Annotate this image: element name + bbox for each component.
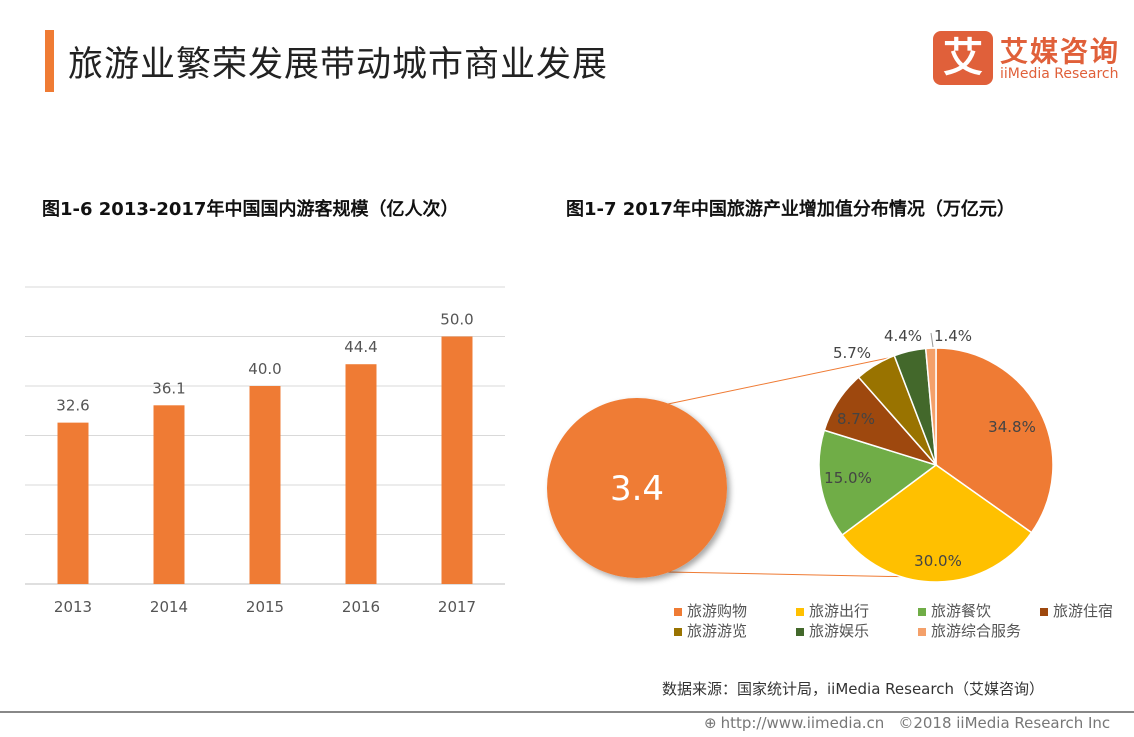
legend-swatch [918, 607, 926, 616]
pie-data-label: 5.7% [833, 344, 871, 362]
logo-mark: 艾 [933, 31, 993, 85]
legend-item: 旅游购物 [674, 600, 747, 621]
legend-swatch [796, 607, 804, 616]
total-value-circle [547, 398, 727, 578]
bar-data-label: 50.0 [440, 311, 473, 329]
source-note: 数据来源：国家统计局，iiMedia Research（艾媒咨询） [662, 680, 1044, 698]
footer-url[interactable]: http://www.iimedia.cn [720, 714, 885, 732]
bar-2017 [441, 336, 473, 584]
pie-data-label: 4.4% [884, 327, 922, 345]
total-value-label: 3.4 [610, 469, 664, 509]
logo-cn: 艾媒咨询 [1000, 35, 1121, 68]
pie-data-label: 15.0% [824, 469, 872, 487]
pie-data-label: 30.0% [914, 552, 962, 570]
legend-label: 旅游游览 [687, 622, 748, 640]
x-tick-label: 2016 [342, 598, 380, 616]
x-tick-label: 2014 [150, 598, 188, 616]
bar-2016 [345, 364, 377, 584]
x-tick-label: 2017 [438, 598, 476, 616]
pie-data-label: 1.4% [934, 327, 972, 345]
legend-swatch [918, 627, 926, 636]
footer-copyright: ©2018 iiMedia Research Inc [898, 714, 1111, 732]
legend-label: 旅游综合服务 [931, 622, 1022, 640]
legend-item: 旅游游览 [674, 620, 747, 641]
title-accent-bar [45, 30, 54, 92]
legend-item: 旅游娱乐 [796, 620, 869, 641]
legend-label: 旅游娱乐 [809, 622, 870, 640]
pie-slice-2 [841, 464, 1033, 583]
bar-data-label: 32.6 [56, 397, 89, 415]
legend-swatch [1040, 607, 1048, 616]
leader-line [930, 332, 934, 348]
legend-label: 旅游住宿 [1053, 602, 1114, 620]
pie-slice-1 [935, 347, 1054, 534]
legend-item: 旅游综合服务 [918, 620, 1021, 641]
footer: ⊕ http://www.iimedia.cn ©2018 iiMedia Rese… [704, 714, 1124, 732]
connector-line [667, 352, 913, 405]
pie-slice-7 [924, 347, 937, 466]
logo-en: iiMedia Research [1000, 66, 1119, 82]
bar-2013 [57, 422, 89, 584]
bar-2014 [153, 405, 185, 584]
connector-line [667, 571, 919, 578]
x-tick-label: 2015 [246, 598, 284, 616]
legend-label: 旅游餐饮 [931, 602, 992, 620]
footer-divider [0, 711, 1134, 713]
legend-label: 旅游出行 [809, 602, 870, 620]
legend-swatch [674, 607, 682, 616]
legend-item: 旅游餐饮 [918, 600, 991, 621]
x-tick-label: 2013 [54, 598, 92, 616]
legend-swatch [674, 627, 682, 636]
globe-icon: ⊕ [704, 714, 717, 732]
legend-item: 旅游出行 [796, 600, 869, 621]
bar-chart-title: 图1-6 2013-2017年中国国内游客规模（亿人次） [42, 199, 459, 220]
pie-data-label: 34.8% [988, 418, 1036, 436]
bar-2015 [249, 386, 281, 584]
legend-item: 旅游住宿 [1040, 600, 1113, 621]
pie-data-label: 8.7% [837, 410, 875, 428]
legend-swatch [796, 627, 804, 636]
bar-data-label: 40.0 [248, 360, 281, 378]
page-title: 旅游业繁荣发展带动城市商业发展 [68, 45, 609, 85]
legend-label: 旅游购物 [687, 602, 748, 620]
pie-chart-title: 图1-7 2017年中国旅游产业增加值分布情况（万亿元） [566, 199, 1015, 220]
bar-data-label: 36.1 [152, 379, 185, 397]
bar-data-label: 44.4 [344, 338, 377, 356]
